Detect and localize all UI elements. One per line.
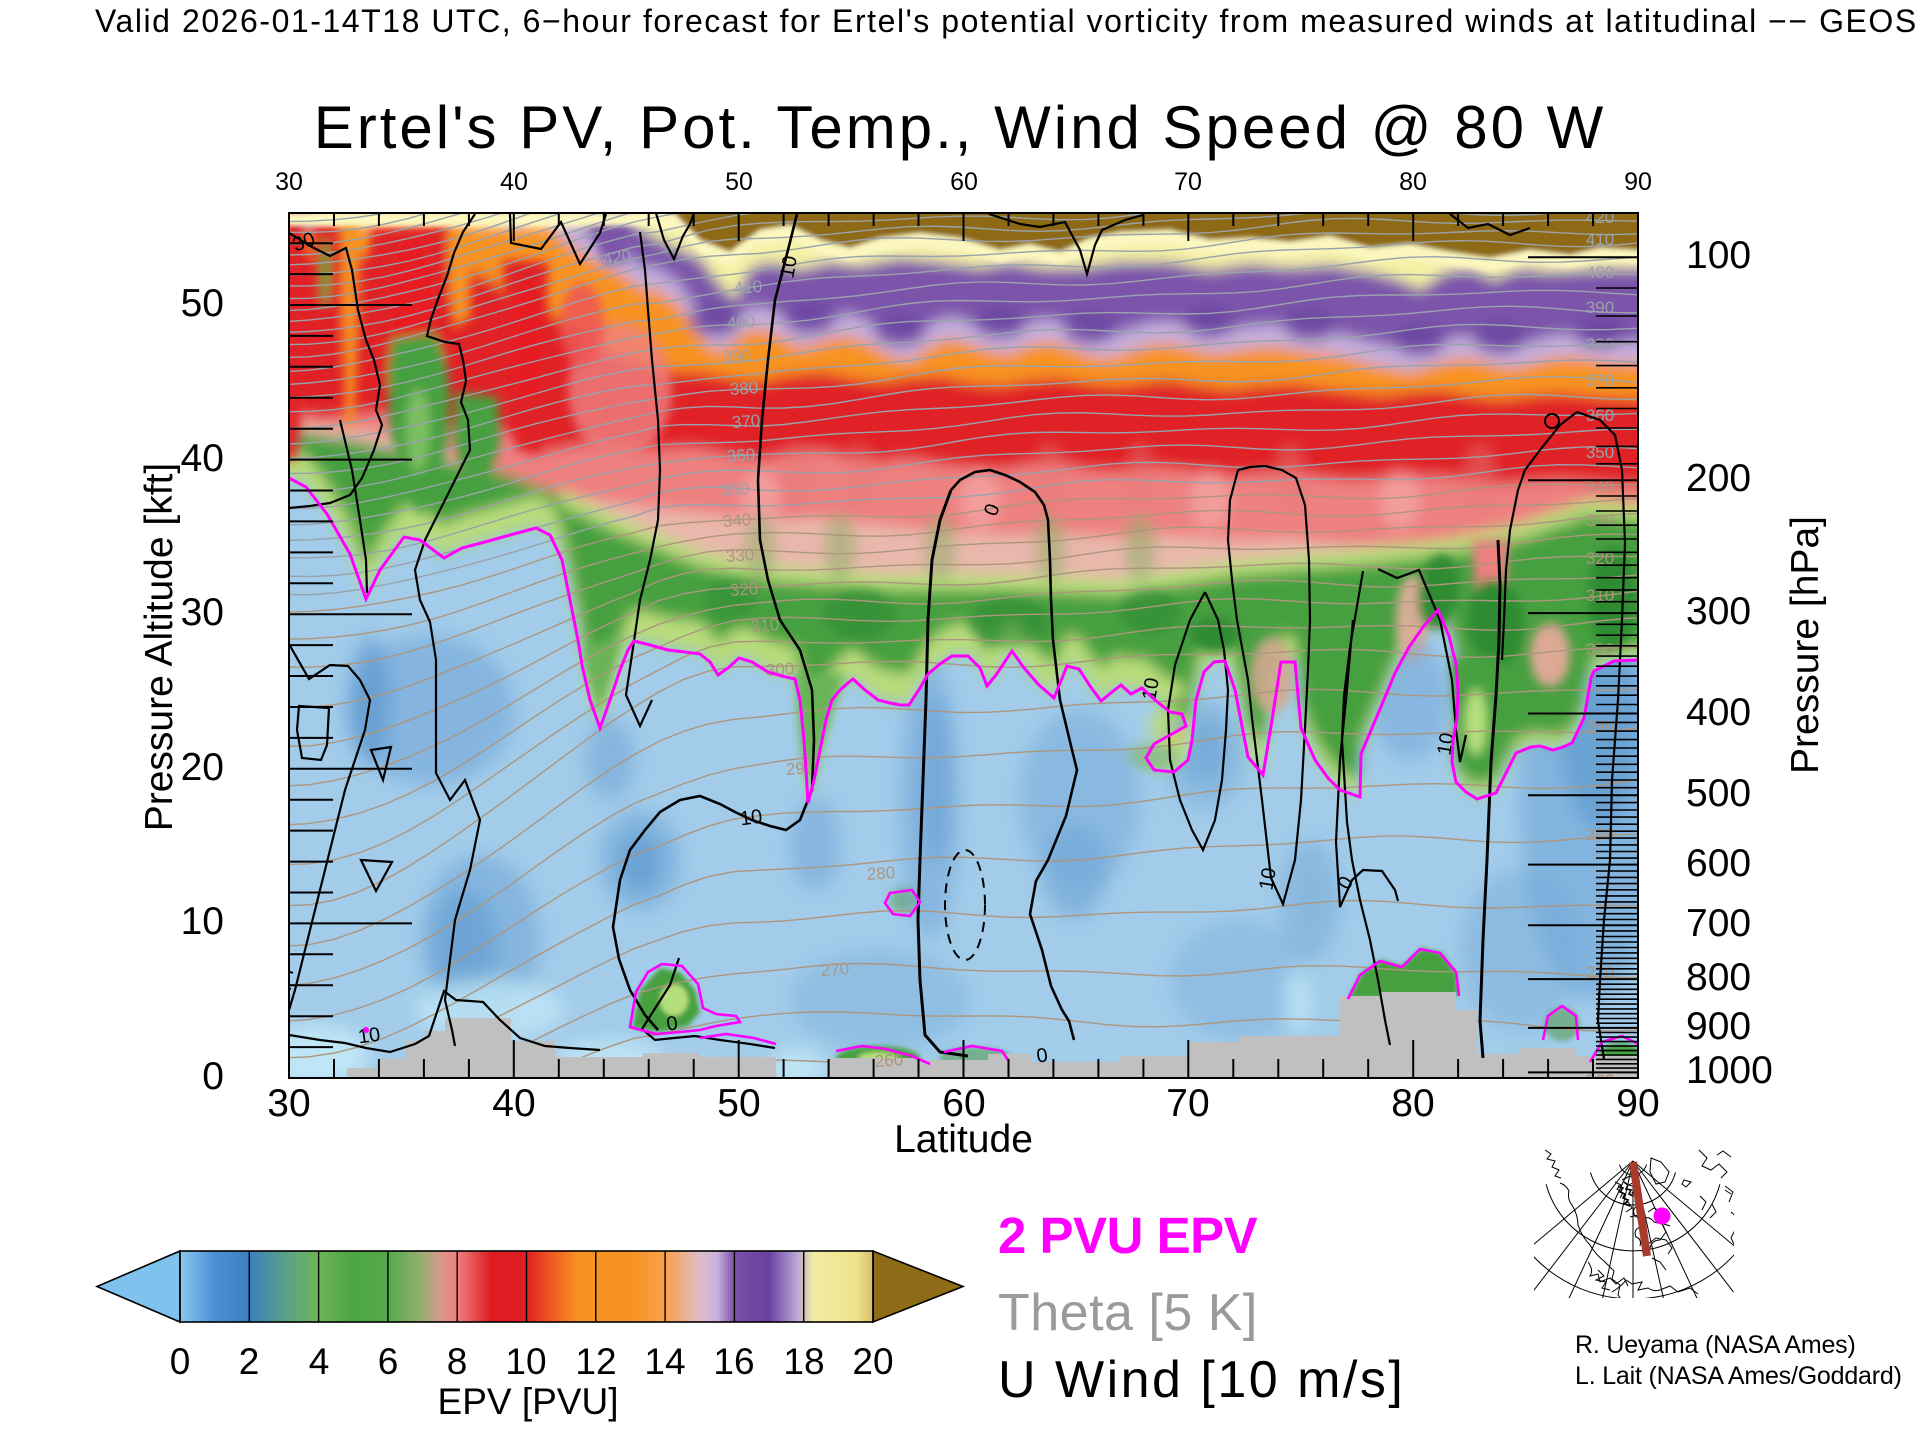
svg-text:350: 350 [1586, 443, 1614, 462]
svg-text:350: 350 [720, 479, 750, 500]
svg-text:380: 380 [729, 378, 759, 399]
svg-text:270: 270 [820, 959, 850, 980]
svg-text:10: 10 [776, 254, 802, 280]
svg-text:330: 330 [1586, 511, 1614, 530]
svg-text:0: 0 [665, 1012, 679, 1035]
svg-text:390: 390 [722, 346, 752, 367]
svg-text:380: 380 [1586, 335, 1614, 354]
svg-text:370: 370 [731, 411, 761, 432]
svg-text:410: 410 [1586, 230, 1614, 249]
svg-text:400: 400 [726, 312, 756, 333]
svg-text:10: 10 [357, 1024, 382, 1049]
svg-text:280: 280 [1586, 825, 1614, 844]
svg-text:330: 330 [725, 545, 755, 566]
svg-text:260: 260 [1586, 1071, 1614, 1090]
svg-text:370: 370 [1586, 371, 1614, 390]
svg-text:320: 320 [729, 579, 759, 600]
svg-text:290: 290 [1586, 717, 1614, 736]
svg-text:360: 360 [1586, 406, 1614, 425]
svg-text:400: 400 [1586, 263, 1614, 282]
svg-text:340: 340 [722, 510, 752, 531]
svg-text:390: 390 [1586, 298, 1614, 317]
svg-text:340: 340 [1586, 477, 1614, 496]
svg-text:310: 310 [1586, 586, 1614, 605]
svg-text:10: 10 [1255, 866, 1281, 892]
svg-text:420: 420 [602, 246, 633, 269]
svg-text:290: 290 [785, 758, 815, 779]
svg-text:360: 360 [726, 445, 756, 466]
svg-text:280: 280 [866, 863, 896, 884]
svg-text:0: 0 [1035, 1044, 1049, 1067]
svg-text:310: 310 [750, 615, 780, 636]
svg-text:420: 420 [1586, 208, 1614, 227]
svg-text:260: 260 [874, 1050, 904, 1071]
svg-text:10: 10 [739, 806, 764, 831]
svg-text:300: 300 [1586, 640, 1614, 659]
svg-text:320: 320 [1586, 549, 1614, 568]
svg-text:410: 410 [733, 277, 763, 298]
